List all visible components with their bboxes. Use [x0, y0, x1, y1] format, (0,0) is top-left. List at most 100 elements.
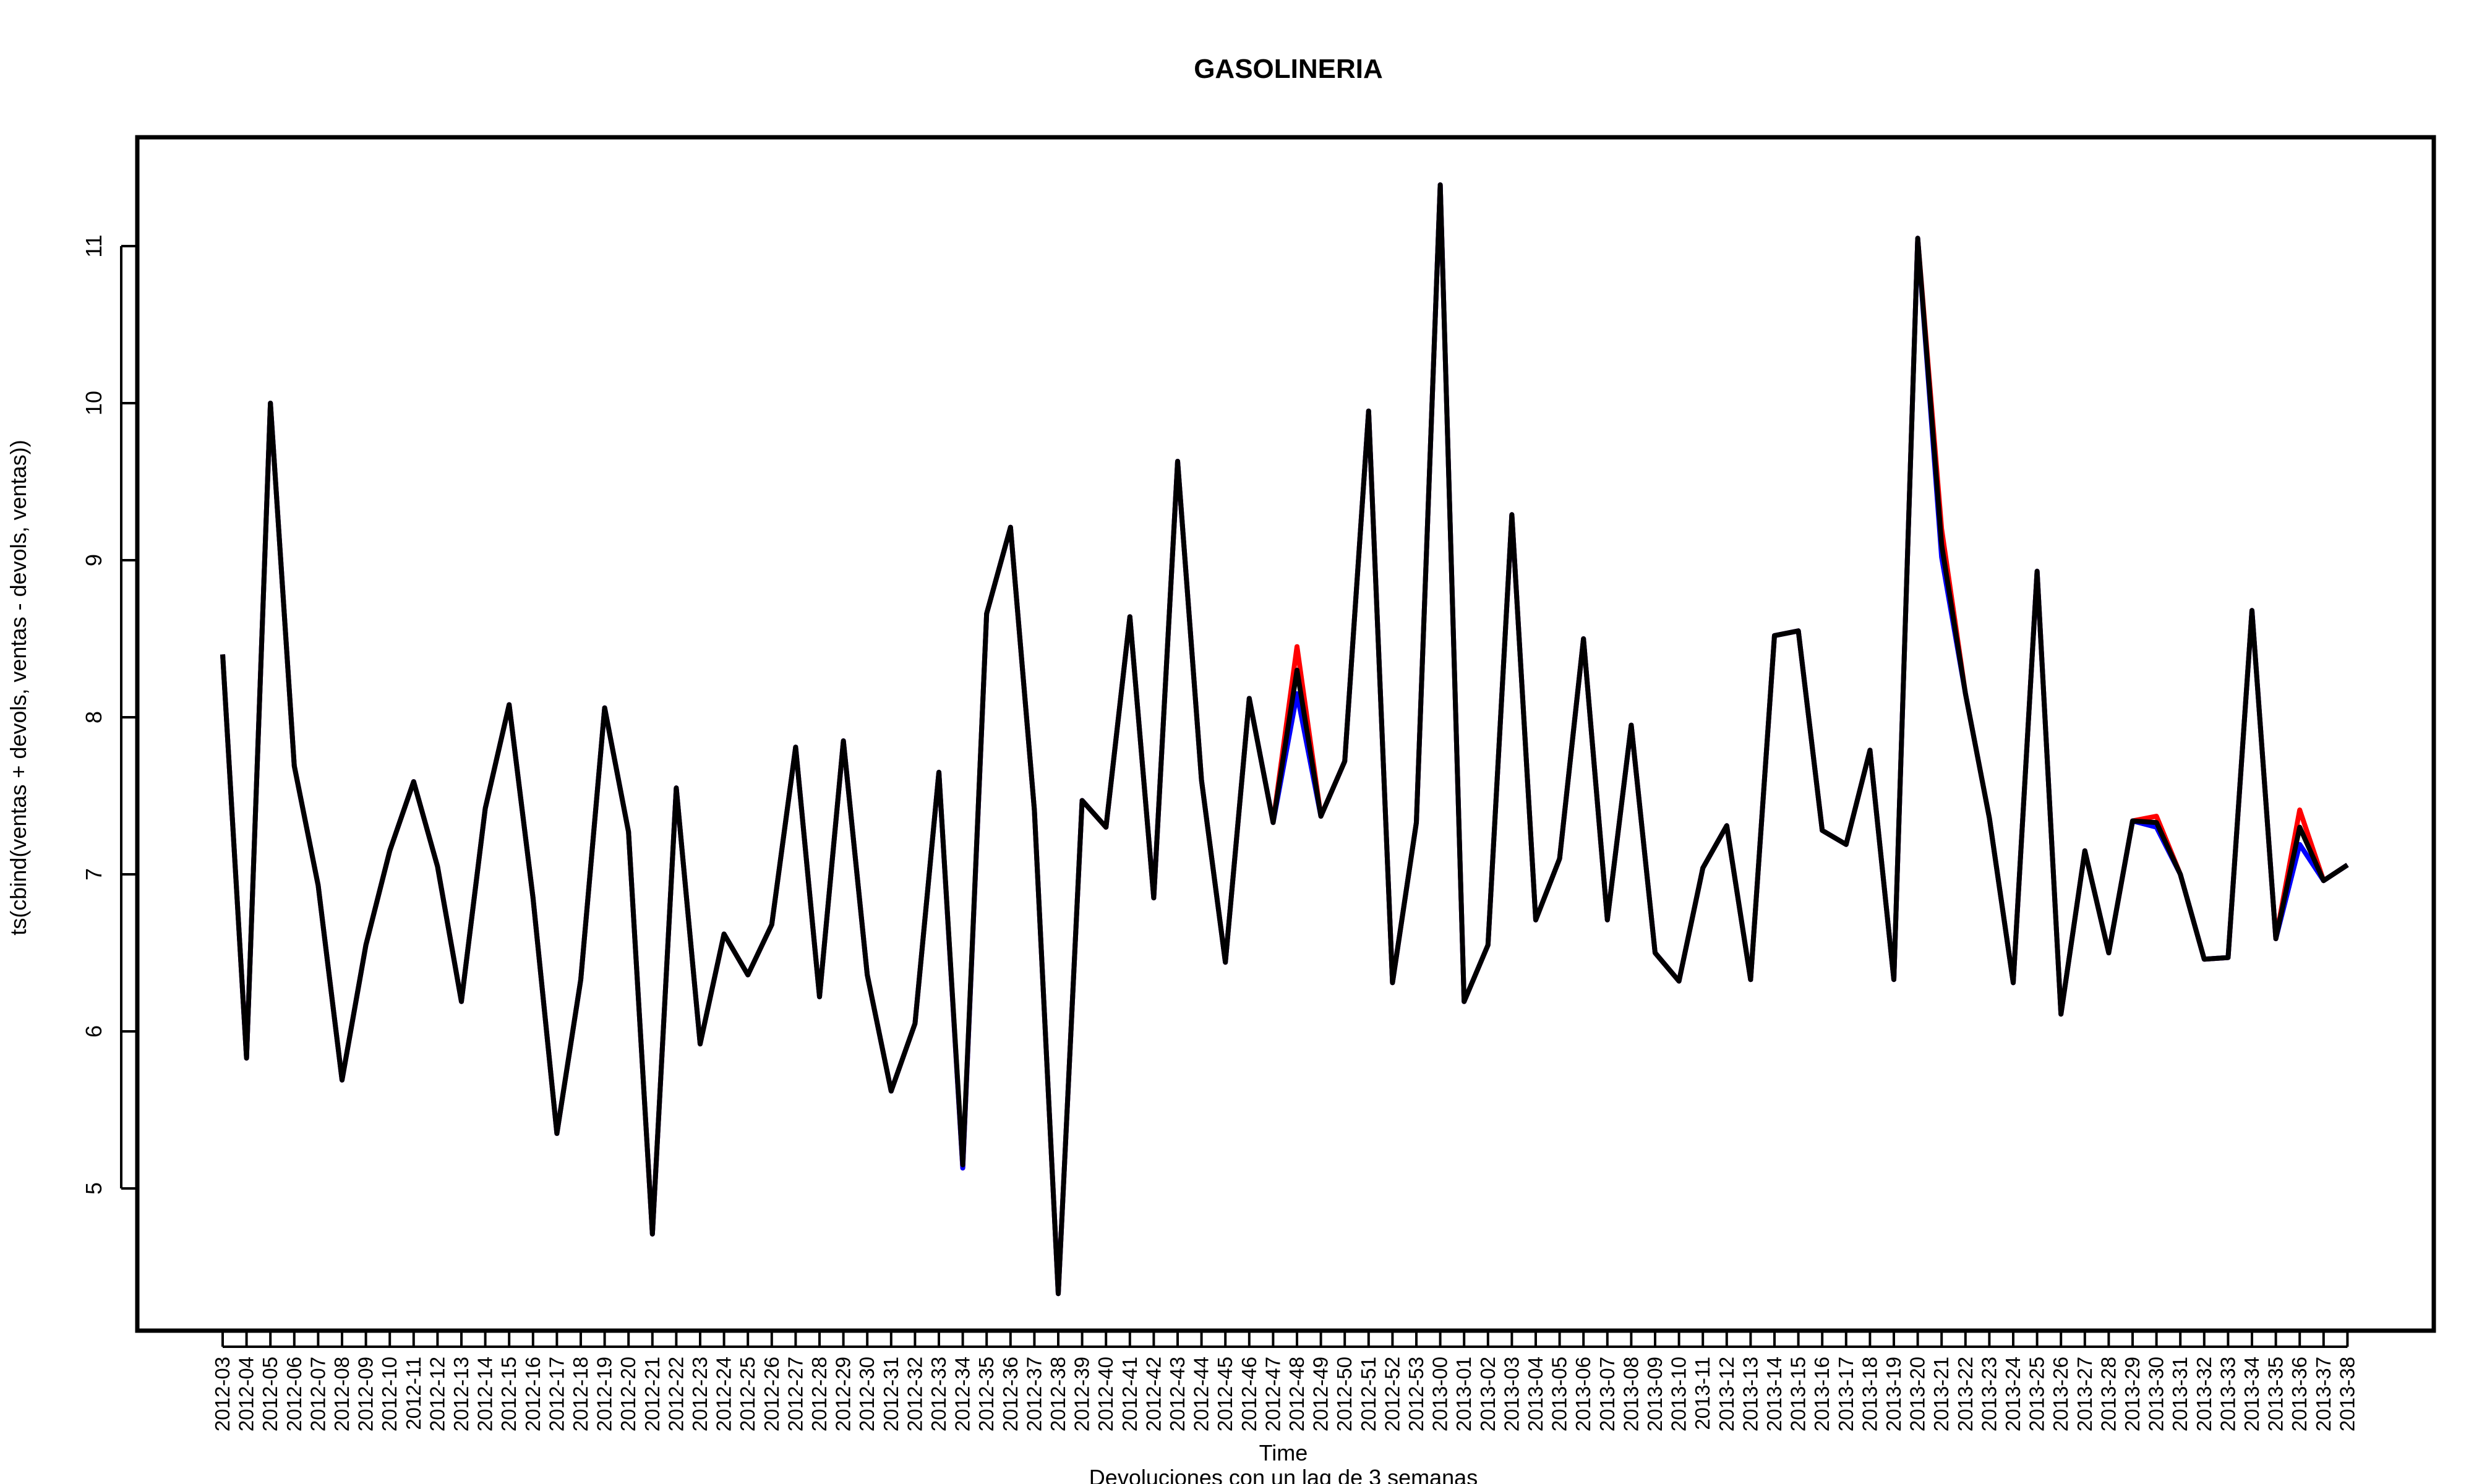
x-tick-label: 2012-19: [593, 1357, 616, 1431]
x-tick-label: 2013-37: [2312, 1357, 2335, 1431]
x-tick-label: 2012-27: [784, 1357, 807, 1431]
x-tick-label: 2013-19: [1882, 1357, 1905, 1431]
x-tick-label: 2012-51: [1357, 1357, 1380, 1431]
x-tick-label: 2012-33: [927, 1357, 950, 1431]
x-tick-label: 2013-20: [1906, 1357, 1929, 1431]
x-tick-label: 2012-34: [951, 1357, 974, 1431]
chart-title: GASOLINERIA: [1194, 54, 1383, 84]
x-tick-label: 2013-10: [1667, 1357, 1690, 1431]
x-tick-label: 2012-40: [1094, 1357, 1117, 1431]
x-tick-label: 2013-09: [1643, 1357, 1666, 1431]
x-tick-label: 2012-25: [736, 1357, 759, 1431]
x-tick-label: 2012-35: [975, 1357, 998, 1431]
x-tick-label: 2013-29: [2121, 1357, 2144, 1431]
x-tick-label: 2012-13: [450, 1357, 473, 1431]
y-tick-label: 8: [81, 711, 106, 723]
x-tick-label: 2012-17: [545, 1357, 568, 1431]
x-tick-label: 2013-07: [1596, 1357, 1619, 1431]
x-tick-label: 2013-36: [2288, 1357, 2311, 1431]
x-tick-label: 2012-16: [521, 1357, 544, 1431]
chart-subtitle: Devoluciones con un lag de 3 semanas: [1089, 1465, 1478, 1484]
x-tick-label: 2012-53: [1405, 1357, 1427, 1431]
x-tick-label: 2012-36: [999, 1357, 1022, 1431]
x-tick-label: 2013-12: [1715, 1357, 1738, 1431]
x-tick-label: 2012-48: [1285, 1357, 1308, 1431]
x-tick-label: 2013-27: [2073, 1357, 2096, 1431]
x-tick-label: 2012-10: [378, 1357, 401, 1431]
x-tick-label: 2013-04: [1524, 1357, 1547, 1431]
x-tick-label: 2012-47: [1261, 1357, 1284, 1431]
x-tick-label: 2013-38: [2335, 1357, 2358, 1431]
x-tick-label: 2012-03: [211, 1357, 234, 1431]
x-tick-label: 2012-28: [808, 1357, 831, 1431]
x-tick-label: 2012-15: [497, 1357, 520, 1431]
x-tick-label: 2012-37: [1022, 1357, 1045, 1431]
x-tick-label: 2013-11: [1691, 1357, 1714, 1430]
x-tick-label: 2012-07: [306, 1357, 329, 1431]
y-tick-label: 9: [81, 554, 106, 566]
x-tick-label: 2012-43: [1166, 1357, 1189, 1431]
x-tick-label: 2012-42: [1142, 1357, 1165, 1431]
x-tick-label: 2013-26: [2049, 1357, 2072, 1431]
x-tick-label: 2012-32: [903, 1357, 926, 1431]
x-tick-label: 2013-08: [1619, 1357, 1642, 1431]
x-tick-label: 2013-13: [1739, 1357, 1761, 1431]
x-tick-label: 2012-08: [330, 1357, 353, 1431]
x-tick-label: 2013-33: [2216, 1357, 2239, 1431]
x-tick-label: 2012-18: [569, 1357, 592, 1431]
x-tick-label: 2012-09: [354, 1357, 377, 1431]
x-tick-label: 2012-49: [1309, 1357, 1332, 1431]
x-tick-label: 2013-16: [1810, 1357, 1833, 1431]
x-tick-label: 2013-17: [1834, 1357, 1857, 1431]
x-tick-label: 2013-22: [1954, 1357, 1977, 1431]
x-tick-label: 2012-21: [641, 1357, 664, 1431]
x-tick-label: 2012-26: [760, 1357, 783, 1431]
x-axis-label: Time: [1259, 1440, 1308, 1465]
x-tick-label: 2013-15: [1787, 1357, 1810, 1431]
x-tick-label: 2012-39: [1071, 1357, 1094, 1431]
x-tick-label: 2012-52: [1380, 1357, 1403, 1431]
x-tick-label: 2013-24: [2001, 1357, 2024, 1431]
x-tick-label: 2012-05: [259, 1357, 281, 1431]
x-tick-label: 2012-20: [617, 1357, 640, 1431]
x-tick-label: 2012-29: [832, 1357, 855, 1431]
x-tick-label: 2013-18: [1858, 1357, 1881, 1431]
x-tick-label: 2013-21: [1930, 1357, 1953, 1431]
x-tick-label: 2013-35: [2264, 1357, 2287, 1431]
x-tick-label: 2012-14: [474, 1357, 497, 1431]
x-tick-label: 2012-04: [235, 1357, 258, 1431]
x-tick-label: 2013-28: [2097, 1357, 2120, 1431]
plot-frame: [135, 135, 2436, 1333]
x-tick-label: 2012-44: [1190, 1357, 1213, 1431]
x-tick-label: 2012-41: [1118, 1357, 1141, 1431]
x-tick-label: 2012-06: [283, 1357, 306, 1431]
series-line-3: [220, 182, 2349, 1297]
x-tick-label: 2013-30: [2145, 1357, 2168, 1431]
x-tick-label: 2012-12: [426, 1357, 448, 1431]
x-tick-label: 2013-06: [1572, 1357, 1594, 1431]
x-tick-label: 2012-50: [1333, 1357, 1356, 1431]
x-tick-label: 2013-00: [1429, 1357, 1452, 1431]
x-tick-label: 2012-38: [1047, 1357, 1069, 1431]
x-tick-label: 2012-31: [880, 1357, 902, 1431]
x-tick-label: 2012-46: [1238, 1357, 1261, 1431]
x-tick-label: 2012-30: [855, 1357, 878, 1431]
x-tick-label: 2012-22: [664, 1357, 687, 1431]
x-tick-label: 2012-23: [688, 1357, 711, 1431]
x-tick-label: 2013-34: [2240, 1357, 2263, 1431]
x-tick-label: 2012-24: [713, 1357, 735, 1431]
y-tick-label: 11: [81, 234, 106, 257]
x-tick-label: 2013-32: [2193, 1357, 2215, 1431]
y-tick-label: 7: [81, 868, 106, 881]
x-tick-label: 2012-45: [1213, 1357, 1236, 1431]
x-tick-label: 2013-14: [1763, 1357, 1786, 1431]
y-axis-label: ts(cbind(ventas + devols, ventas - devol…: [6, 440, 31, 935]
x-tick-label: 2012-11: [402, 1357, 425, 1430]
x-tick-label: 2013-25: [2026, 1357, 2048, 1431]
x-tick-label: 2013-03: [1500, 1357, 1523, 1431]
x-tick-label: 2013-05: [1548, 1357, 1571, 1431]
y-tick-label: 6: [81, 1025, 106, 1038]
y-tick-label: 5: [81, 1182, 106, 1195]
